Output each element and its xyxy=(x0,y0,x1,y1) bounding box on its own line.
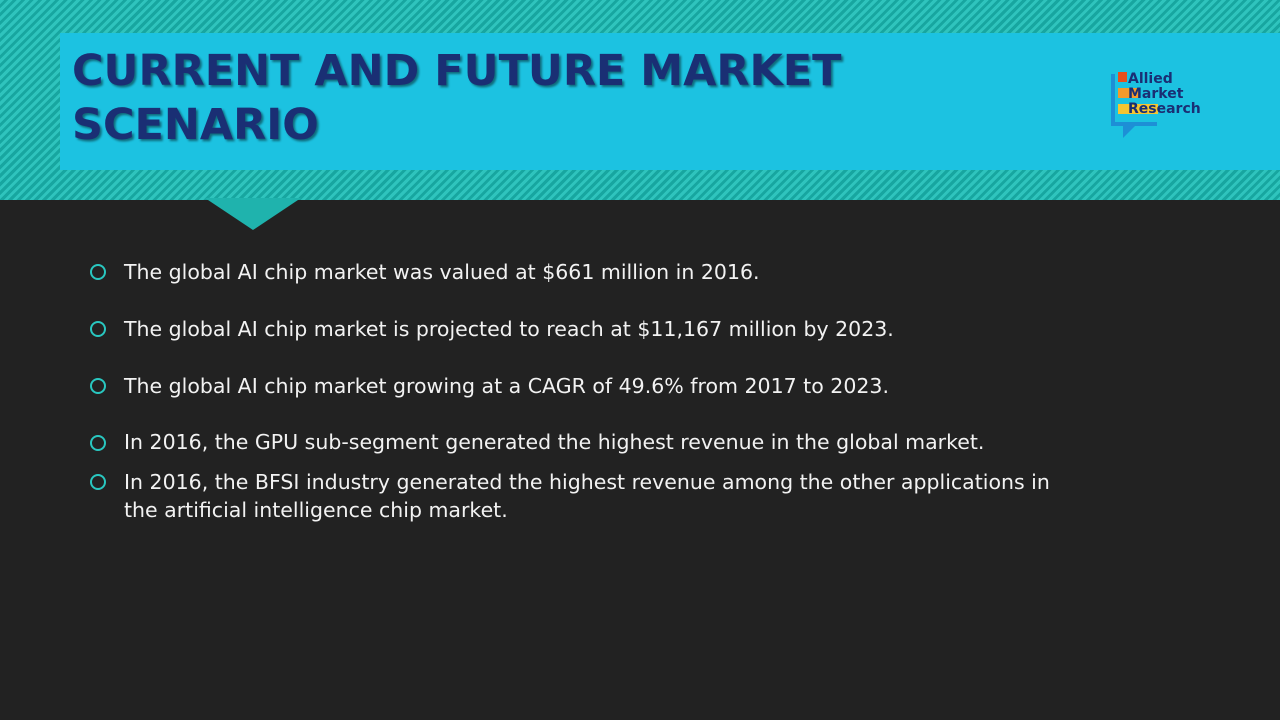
title-box xyxy=(60,33,1280,170)
hollow-circle-bullet-icon xyxy=(90,264,106,280)
hollow-circle-bullet-icon xyxy=(90,378,106,394)
hollow-circle-bullet-icon xyxy=(90,321,106,337)
bullet-item: The global AI chip market is projected t… xyxy=(90,315,1080,343)
bullet-item: In 2016, the BFSI industry generated the… xyxy=(90,468,1080,524)
bullet-item: In 2016, the GPU sub-segment generated t… xyxy=(90,421,1080,464)
logo-line-2: Market xyxy=(1128,86,1184,102)
allied-market-research-logo: Allied Market Research xyxy=(1105,68,1245,143)
slide-title: CURRENT AND FUTURE MARKET SCENARIO xyxy=(72,44,972,152)
bullet-text: The global AI chip market is projected t… xyxy=(124,317,894,341)
bullet-text: In 2016, the BFSI industry generated the… xyxy=(124,470,1050,522)
bullet-text: The global AI chip market growing at a C… xyxy=(124,374,889,398)
logo-wordmark: Allied Market Research xyxy=(1128,72,1201,117)
bullet-list: The global AI chip market was valued at … xyxy=(90,258,1080,553)
slide-title-line-1: CURRENT AND FUTURE MARKET xyxy=(72,46,842,96)
hollow-circle-bullet-icon xyxy=(90,435,106,451)
logo-mark-icon xyxy=(1111,72,1158,138)
logo-line-3: Research xyxy=(1128,101,1201,117)
header-pointer xyxy=(205,198,301,230)
bullet-item: The global AI chip market growing at a C… xyxy=(90,372,1080,400)
slide-title-line-2: SCENARIO xyxy=(72,100,319,150)
logo-line-1: Allied xyxy=(1128,71,1173,87)
bullet-text: In 2016, the GPU sub-segment generated t… xyxy=(124,430,985,454)
hollow-circle-bullet-icon xyxy=(90,474,106,490)
bullet-item: The global AI chip market was valued at … xyxy=(90,258,1080,286)
bullet-text: The global AI chip market was valued at … xyxy=(124,260,760,284)
